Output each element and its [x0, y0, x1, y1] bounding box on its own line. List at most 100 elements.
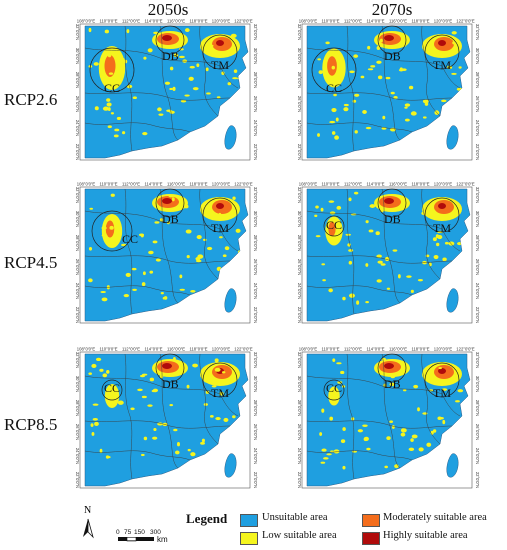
- suitability-patch: [211, 385, 217, 388]
- tick-label-left: 26°0'0"N: [297, 424, 302, 440]
- suitability-patch: [116, 116, 122, 121]
- tick-label-right: 24°0'0"N: [475, 448, 480, 464]
- suitability-patch: [455, 400, 460, 403]
- legend-swatch-unsuitable: [240, 514, 258, 527]
- suitability-patch: [152, 436, 158, 440]
- tick-label-left: 24°0'0"N: [75, 448, 80, 464]
- suitability-patch: [149, 270, 154, 274]
- tick-label-left: 32°0'0"N: [75, 352, 80, 368]
- suitability-patch: [209, 415, 214, 418]
- suitability-patch: [233, 208, 237, 213]
- tick-label-top: 110°0'0"E: [321, 19, 339, 24]
- region-label-cc: CC: [326, 218, 342, 232]
- suitability-patch: [201, 438, 205, 443]
- tick-label-top: 108°0'0"E: [77, 347, 96, 352]
- suitability-patch: [349, 70, 355, 74]
- suitability-patch: [406, 275, 412, 278]
- province-boundary: [84, 210, 221, 230]
- province-boundary: [219, 228, 239, 252]
- suitability-patch: [400, 432, 406, 437]
- suitability-patch: [376, 46, 381, 51]
- suitability-patch: [95, 357, 102, 362]
- tm-region-circle: [202, 34, 238, 70]
- region-label-tm: TM: [211, 221, 229, 235]
- suitability-patch: [343, 103, 349, 107]
- suitability-patch: [384, 363, 394, 369]
- tm-region-circle: [424, 197, 460, 233]
- suitability-patch: [216, 203, 224, 209]
- suitability-patch: [196, 235, 202, 240]
- tick-label-left: 22°0'0"N: [297, 472, 302, 488]
- tick-label-right: 26°0'0"N: [253, 424, 258, 440]
- tick-label-top: 120°0'0"E: [212, 19, 231, 24]
- suitability-patch: [179, 288, 185, 291]
- suitability-patch: [173, 428, 178, 432]
- province-boundary: [306, 122, 413, 133]
- suitability-patch: [362, 424, 368, 427]
- tick-label-top: 110°0'0"E: [99, 347, 117, 352]
- suitability-patch: [188, 76, 194, 81]
- suitability-patch: [190, 452, 196, 457]
- tick-label-left: 32°0'0"N: [75, 24, 80, 40]
- suitability-patch: [390, 91, 395, 95]
- suitability-patch: [196, 63, 200, 68]
- province-boundary: [306, 255, 453, 264]
- province-boundary: [199, 188, 219, 280]
- suitability-patch: [107, 401, 113, 405]
- tick-label-right: 30°0'0"N: [475, 211, 480, 227]
- province-boundary: [421, 25, 441, 117]
- row-label-rcp26: RCP2.6: [4, 90, 58, 109]
- suitability-patch: [162, 198, 172, 204]
- region-label-db: DB: [384, 212, 401, 226]
- region-label-tm: TM: [433, 221, 451, 235]
- suitability-patch: [232, 196, 236, 201]
- suitability-patch: [214, 358, 219, 363]
- province-boundary: [199, 25, 219, 117]
- suitability-patch: [99, 448, 103, 454]
- suitability-patch: [186, 255, 190, 259]
- tick-label-left: 24°0'0"N: [75, 120, 80, 136]
- suitability-patch: [386, 436, 391, 440]
- suitability-patch: [99, 368, 104, 372]
- tick-label-top: 122°0'0"E: [234, 347, 253, 352]
- suitability-patch: [321, 263, 326, 266]
- suitability-patch: [184, 28, 190, 33]
- suitability-patch: [408, 447, 415, 452]
- suitability-patch: [205, 371, 209, 375]
- suitability-patch: [115, 237, 120, 241]
- suitability-patch: [331, 65, 336, 70]
- tick-label-left: 28°0'0"N: [297, 72, 302, 88]
- suitability-patch: [130, 407, 135, 411]
- region-label-cc: CC: [104, 381, 120, 395]
- suitability-layer: [88, 27, 241, 138]
- tick-label-left: 24°0'0"N: [75, 283, 80, 299]
- suitability-patch: [110, 112, 115, 115]
- suitability-patch: [106, 98, 111, 102]
- tick-label-top: 112°0'0"E: [344, 19, 362, 24]
- suitability-patch: [160, 374, 164, 379]
- cc-region-circle: [89, 47, 135, 93]
- suitability-patch: [441, 388, 448, 391]
- tick-label-left: 28°0'0"N: [75, 235, 80, 251]
- suitability-patch: [160, 291, 164, 295]
- suitability-patch: [184, 94, 190, 97]
- suitability-patch: [354, 130, 358, 134]
- tick-label-right: 22°0'0"N: [475, 307, 480, 323]
- province-boundary: [346, 188, 355, 315]
- suitability-patch: [214, 367, 221, 372]
- suitability-patch: [123, 294, 130, 298]
- province-boundary: [441, 65, 461, 89]
- scale-bar: [118, 537, 155, 542]
- row-label-rcp45: RCP4.5: [4, 253, 58, 272]
- suitability-patch: [137, 388, 143, 392]
- tick-label-top: 122°0'0"E: [456, 347, 475, 352]
- suitability-patch: [317, 58, 322, 61]
- suitability-patch: [404, 118, 410, 122]
- tick-label-top: 118°0'0"E: [411, 347, 429, 352]
- province-boundary: [84, 122, 191, 133]
- tick-label-left: 28°0'0"N: [75, 400, 80, 416]
- suitability-patch: [88, 372, 93, 375]
- suitability-patch: [171, 197, 175, 202]
- suitability-patch: [169, 66, 174, 71]
- tick-label-left: 30°0'0"N: [297, 376, 302, 392]
